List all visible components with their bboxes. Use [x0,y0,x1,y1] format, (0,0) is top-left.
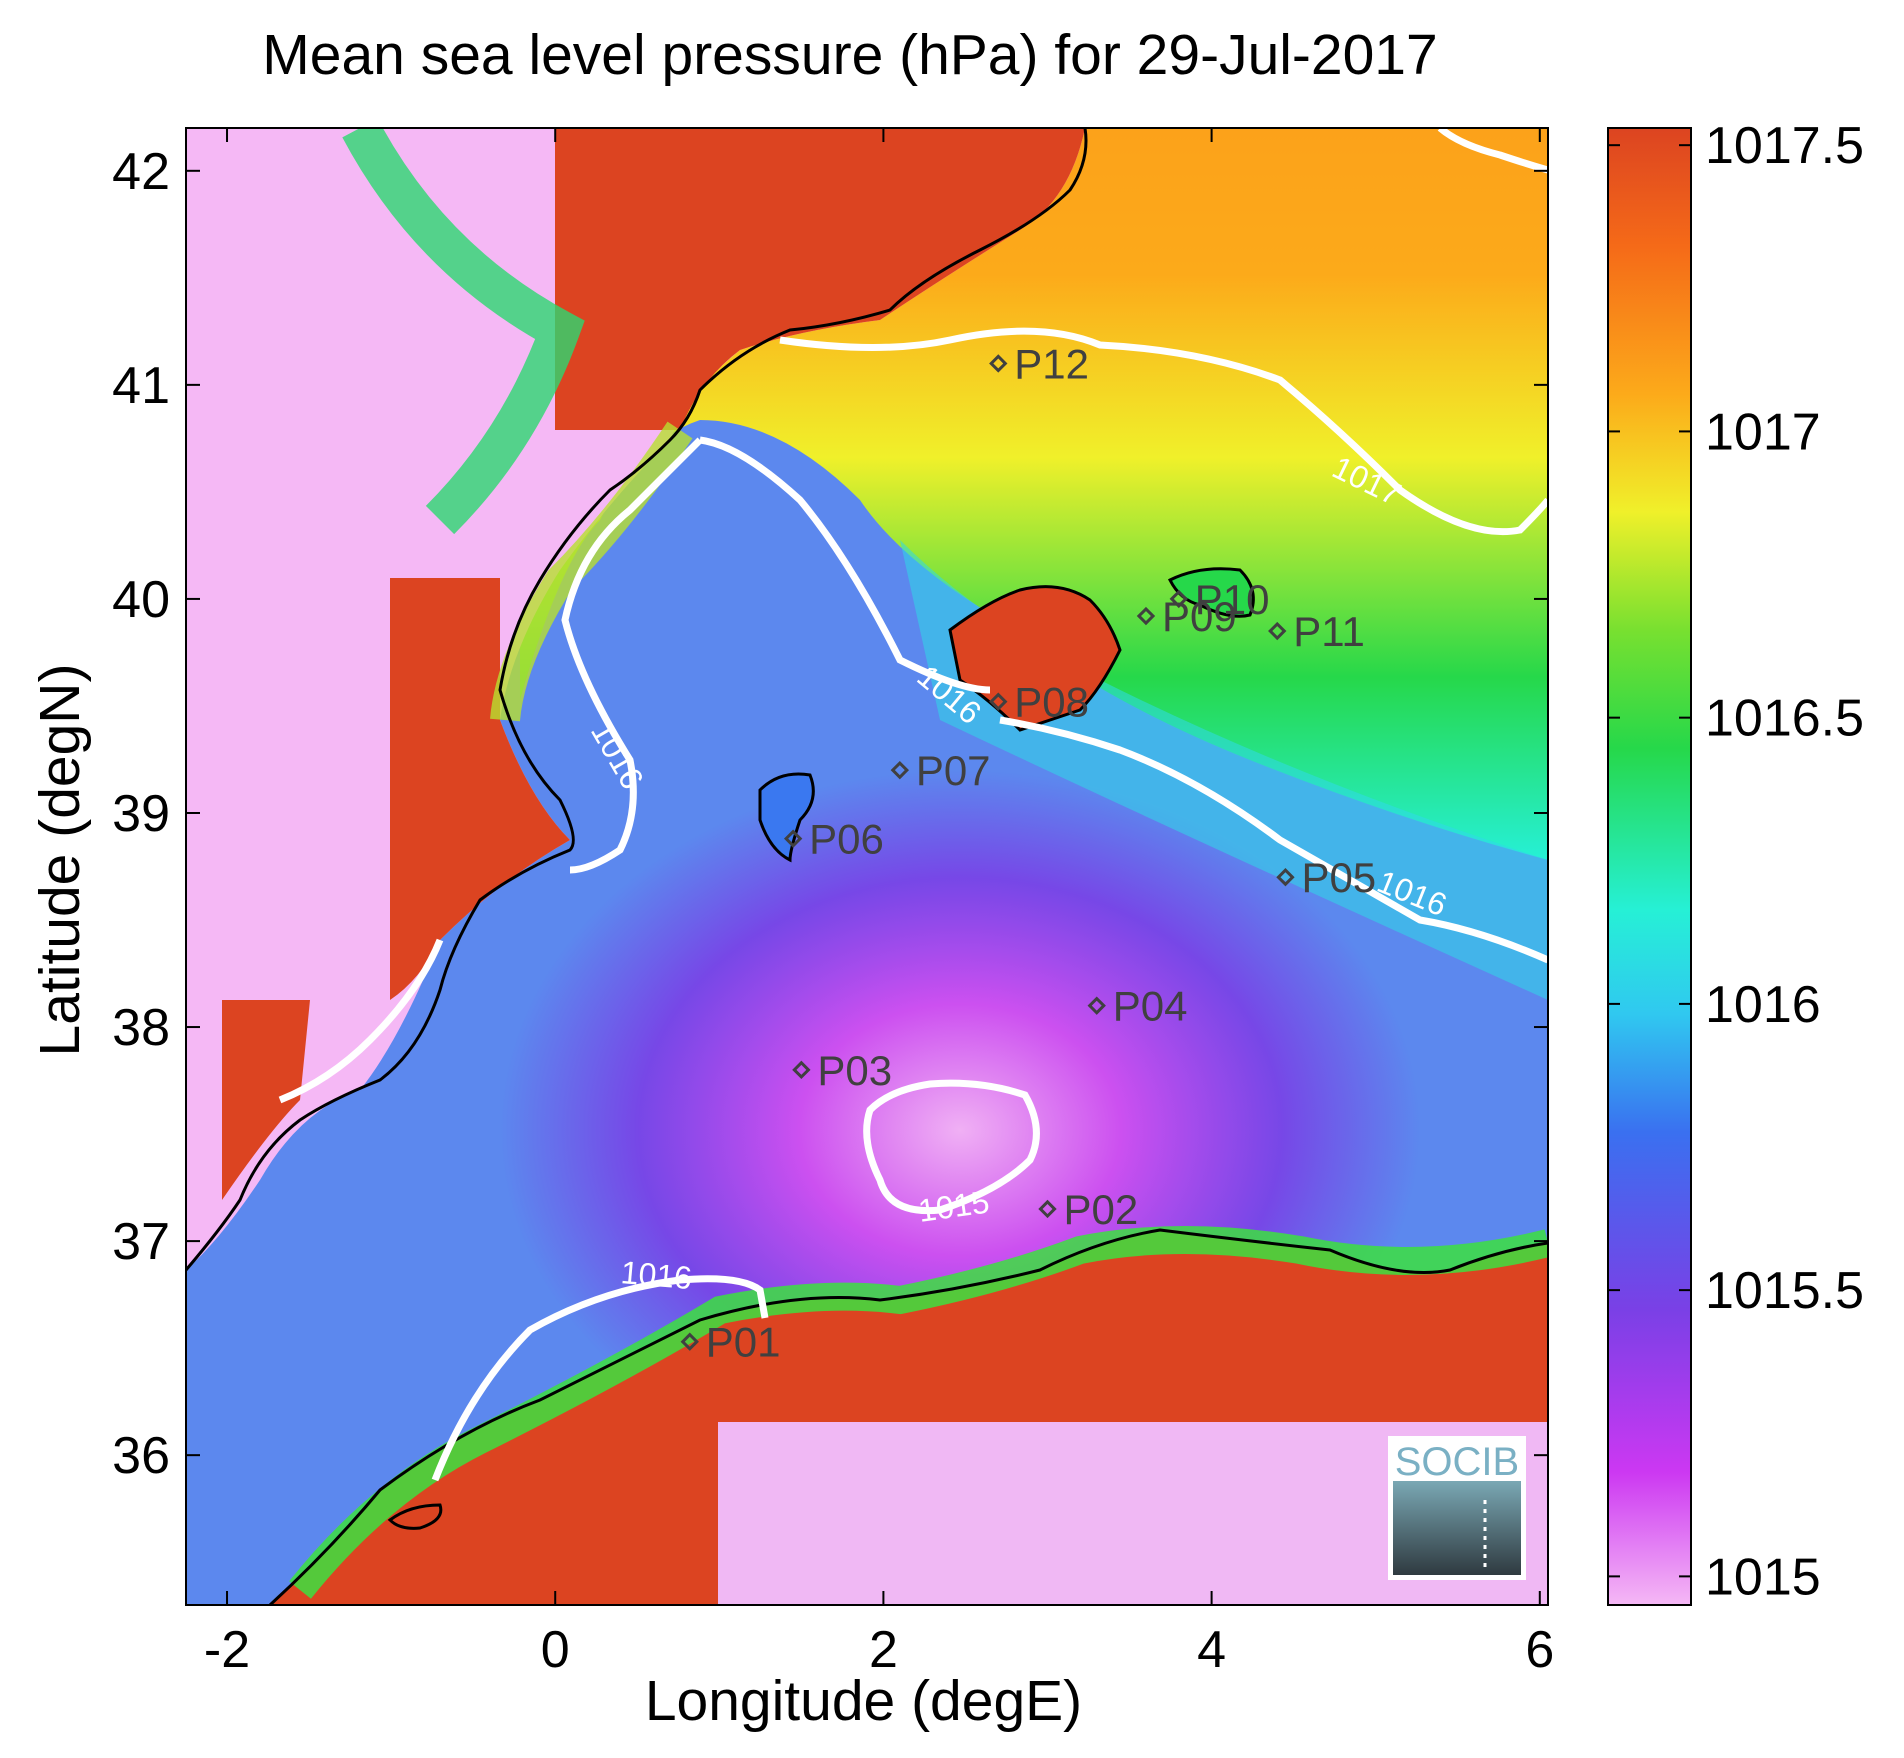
coastal-fringe-east [490,421,693,722]
colorbar-tick-label: 1016 [1705,976,1821,1034]
colorbar-tick-label: 1017.5 [1705,117,1864,175]
island-ibiza [760,774,814,860]
y-tick-label: 36 [112,1427,170,1485]
station-label: P01 [706,1319,781,1366]
plot-frame [185,127,1549,1606]
y-tick-label: 39 [112,785,170,843]
isobar-1016-east [999,716,1548,964]
isobars [278,128,1548,1482]
x-tick-label: -2 [204,1621,250,1679]
coastline-ibiza [758,772,815,863]
colorbar-tick-label: 1017 [1705,403,1821,461]
x-axis-label: Longitude (degE) [644,1669,1083,1733]
land-iberia-orange [555,128,1085,430]
chart-title: Mean sea level pressure (hPa) for 29-Jul… [262,23,1438,87]
land-iberia-orange-south [390,578,570,1000]
x-axis: -2 0 2 4 6 [204,128,1554,1679]
colorbar-tick-label: 1015 [1705,1548,1821,1606]
station-label: P07 [916,747,991,794]
station-marker [792,1060,811,1080]
y-tick-label: 37 [112,1213,170,1271]
station-label: P03 [817,1047,892,1094]
station-marker [1038,1199,1057,1219]
x-tick-label: 2 [869,1621,898,1679]
isobar-1016-south [431,1275,769,1482]
island-mallorca [950,586,1120,730]
station-marker [1136,606,1156,626]
y-tick-label: 41 [112,357,170,415]
station-label: P06 [809,816,884,863]
y-tick-label: 40 [112,571,170,629]
station-label: P11 [1293,608,1365,655]
station-label: P10 [1195,576,1270,623]
isobar-label-1016-d: 1016 [619,1254,693,1296]
coastal-fringe [342,128,585,535]
colorbar [1607,127,1692,1606]
station-marker [989,692,1008,711]
coastline-menorca [1167,567,1255,618]
socib-logo-text: SOCIB [1395,1440,1519,1484]
station-marker [890,760,910,780]
colorbar-ticks: 1015 1015.5 1016 1016.5 1017 1017.5 [1608,117,1864,1606]
land-iberia-orange-sw [222,1000,310,1200]
station-marker [1169,589,1188,609]
station-marker [680,1332,699,1351]
colorbar-tick-label: 1016.5 [1705,690,1864,748]
y-axis: 36 37 38 39 40 41 42 [112,143,1548,1485]
x-tick-label: 0 [541,1621,570,1679]
land-iberia [186,128,1085,1270]
station-label: P04 [1113,983,1188,1030]
station-label: P12 [1014,340,1089,387]
east-transition-zone [900,540,1548,1000]
coastline-mallorca [948,585,1122,732]
africa-coastal-fringe [289,1226,1548,1599]
y-tick-label: 38 [112,999,170,1057]
y-tick-label: 42 [112,143,170,201]
isobar-1017-ne [1437,128,1548,174]
coastline-islet [387,1503,443,1530]
isobar-1017-north [779,327,1548,536]
x-tick-label: 6 [1525,1621,1554,1679]
station-marker [1268,621,1287,641]
station-marker [989,354,1008,373]
socib-logo: SOCIB [1388,1436,1526,1580]
station-label: P02 [1064,1186,1139,1233]
isobar-1015 [863,1079,1040,1215]
coastline-iberia [186,128,1088,1271]
x-tick-label: 4 [1197,1621,1226,1679]
colorbar-tick-label: 1015.5 [1705,1262,1864,1320]
station-label: P05 [1301,854,1376,901]
island-menorca [1170,568,1254,617]
station-marker [1087,996,1106,1015]
station-label: P08 [1014,679,1089,726]
isobar-1016-sw [278,938,444,1104]
station-marker [783,829,803,848]
isobar-1016-spain [561,437,703,874]
station-marker [1276,868,1295,887]
isobar-1016-west [699,436,991,694]
